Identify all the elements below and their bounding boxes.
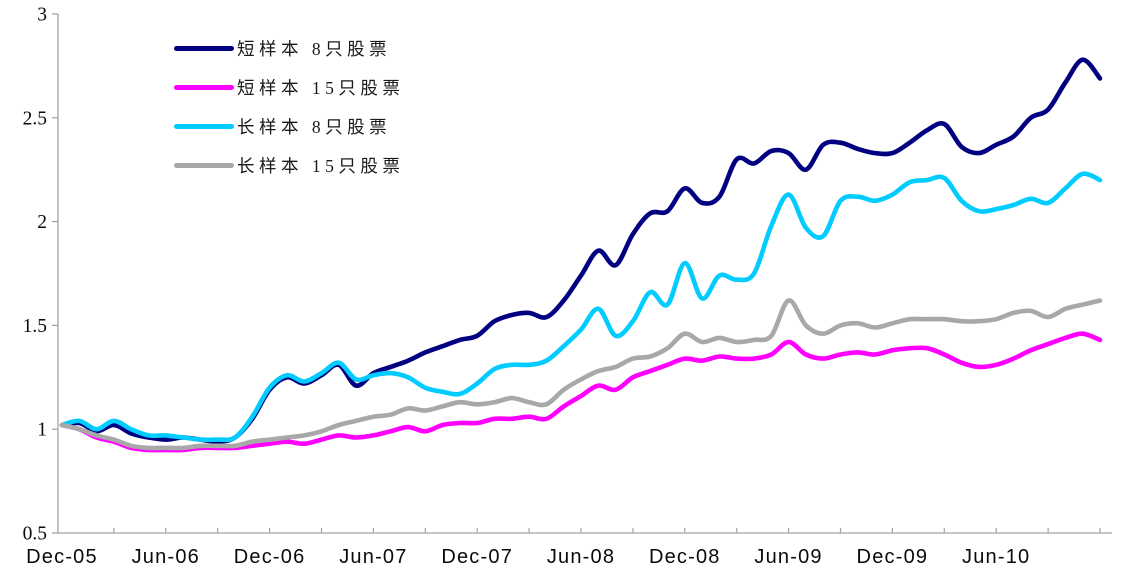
legend-label-short-8: 短样本 8只股票 bbox=[237, 39, 392, 59]
x-axis-tick-label: Jun-08 bbox=[547, 546, 615, 568]
y-axis-tick-label: 3 bbox=[37, 5, 47, 26]
legend-item-long-15: 长样本 15只股票 bbox=[174, 146, 404, 185]
y-axis-tick-label: 1 bbox=[37, 420, 47, 441]
x-axis-tick-label: Dec-08 bbox=[649, 546, 721, 568]
x-axis-tick-label: Jun-09 bbox=[754, 546, 822, 568]
y-axis-tick-label: 0.5 bbox=[23, 524, 47, 545]
legend-label-long-15: 长样本 15只股票 bbox=[237, 156, 405, 176]
x-axis-tick-label: Dec-09 bbox=[857, 546, 929, 568]
y-axis-tick-label: 1.5 bbox=[23, 316, 47, 337]
x-axis-tick-label: Jun-10 bbox=[962, 546, 1030, 568]
legend-line-swatch-short-15 bbox=[174, 84, 234, 91]
x-axis-tick-label: Dec-06 bbox=[234, 546, 306, 568]
x-axis-tick-label: Dec-07 bbox=[441, 546, 513, 568]
y-axis-tick-label: 2.5 bbox=[23, 108, 47, 129]
y-axis-tick-label: 2 bbox=[37, 212, 47, 233]
x-axis-tick-label: Jun-06 bbox=[132, 546, 200, 568]
legend-line-swatch-long-15 bbox=[174, 162, 234, 169]
series-line-long-8 bbox=[59, 171, 1103, 443]
legend-label-long-8: 长样本 8只股票 bbox=[237, 117, 392, 137]
series-line-short-15 bbox=[59, 331, 1103, 453]
series-line-long-15 bbox=[59, 298, 1103, 451]
x-axis-tick-label: Dec-05 bbox=[26, 546, 98, 568]
chart-legend: 短样本 8只股票 短样本 15只股票 长样本 8只股票 长样本 15只股票 bbox=[174, 29, 404, 185]
x-axis-tick-label: Jun-07 bbox=[339, 546, 407, 568]
legend-item-long-8: 长样本 8只股票 bbox=[174, 107, 404, 146]
legend-label-short-15: 短样本 15只股票 bbox=[237, 78, 405, 98]
legend-item-short-15: 短样本 15只股票 bbox=[174, 68, 404, 107]
legend-line-swatch-short-8 bbox=[174, 45, 234, 52]
legend-line-swatch-long-8 bbox=[174, 123, 234, 130]
legend-item-short-8: 短样本 8只股票 bbox=[174, 29, 404, 68]
